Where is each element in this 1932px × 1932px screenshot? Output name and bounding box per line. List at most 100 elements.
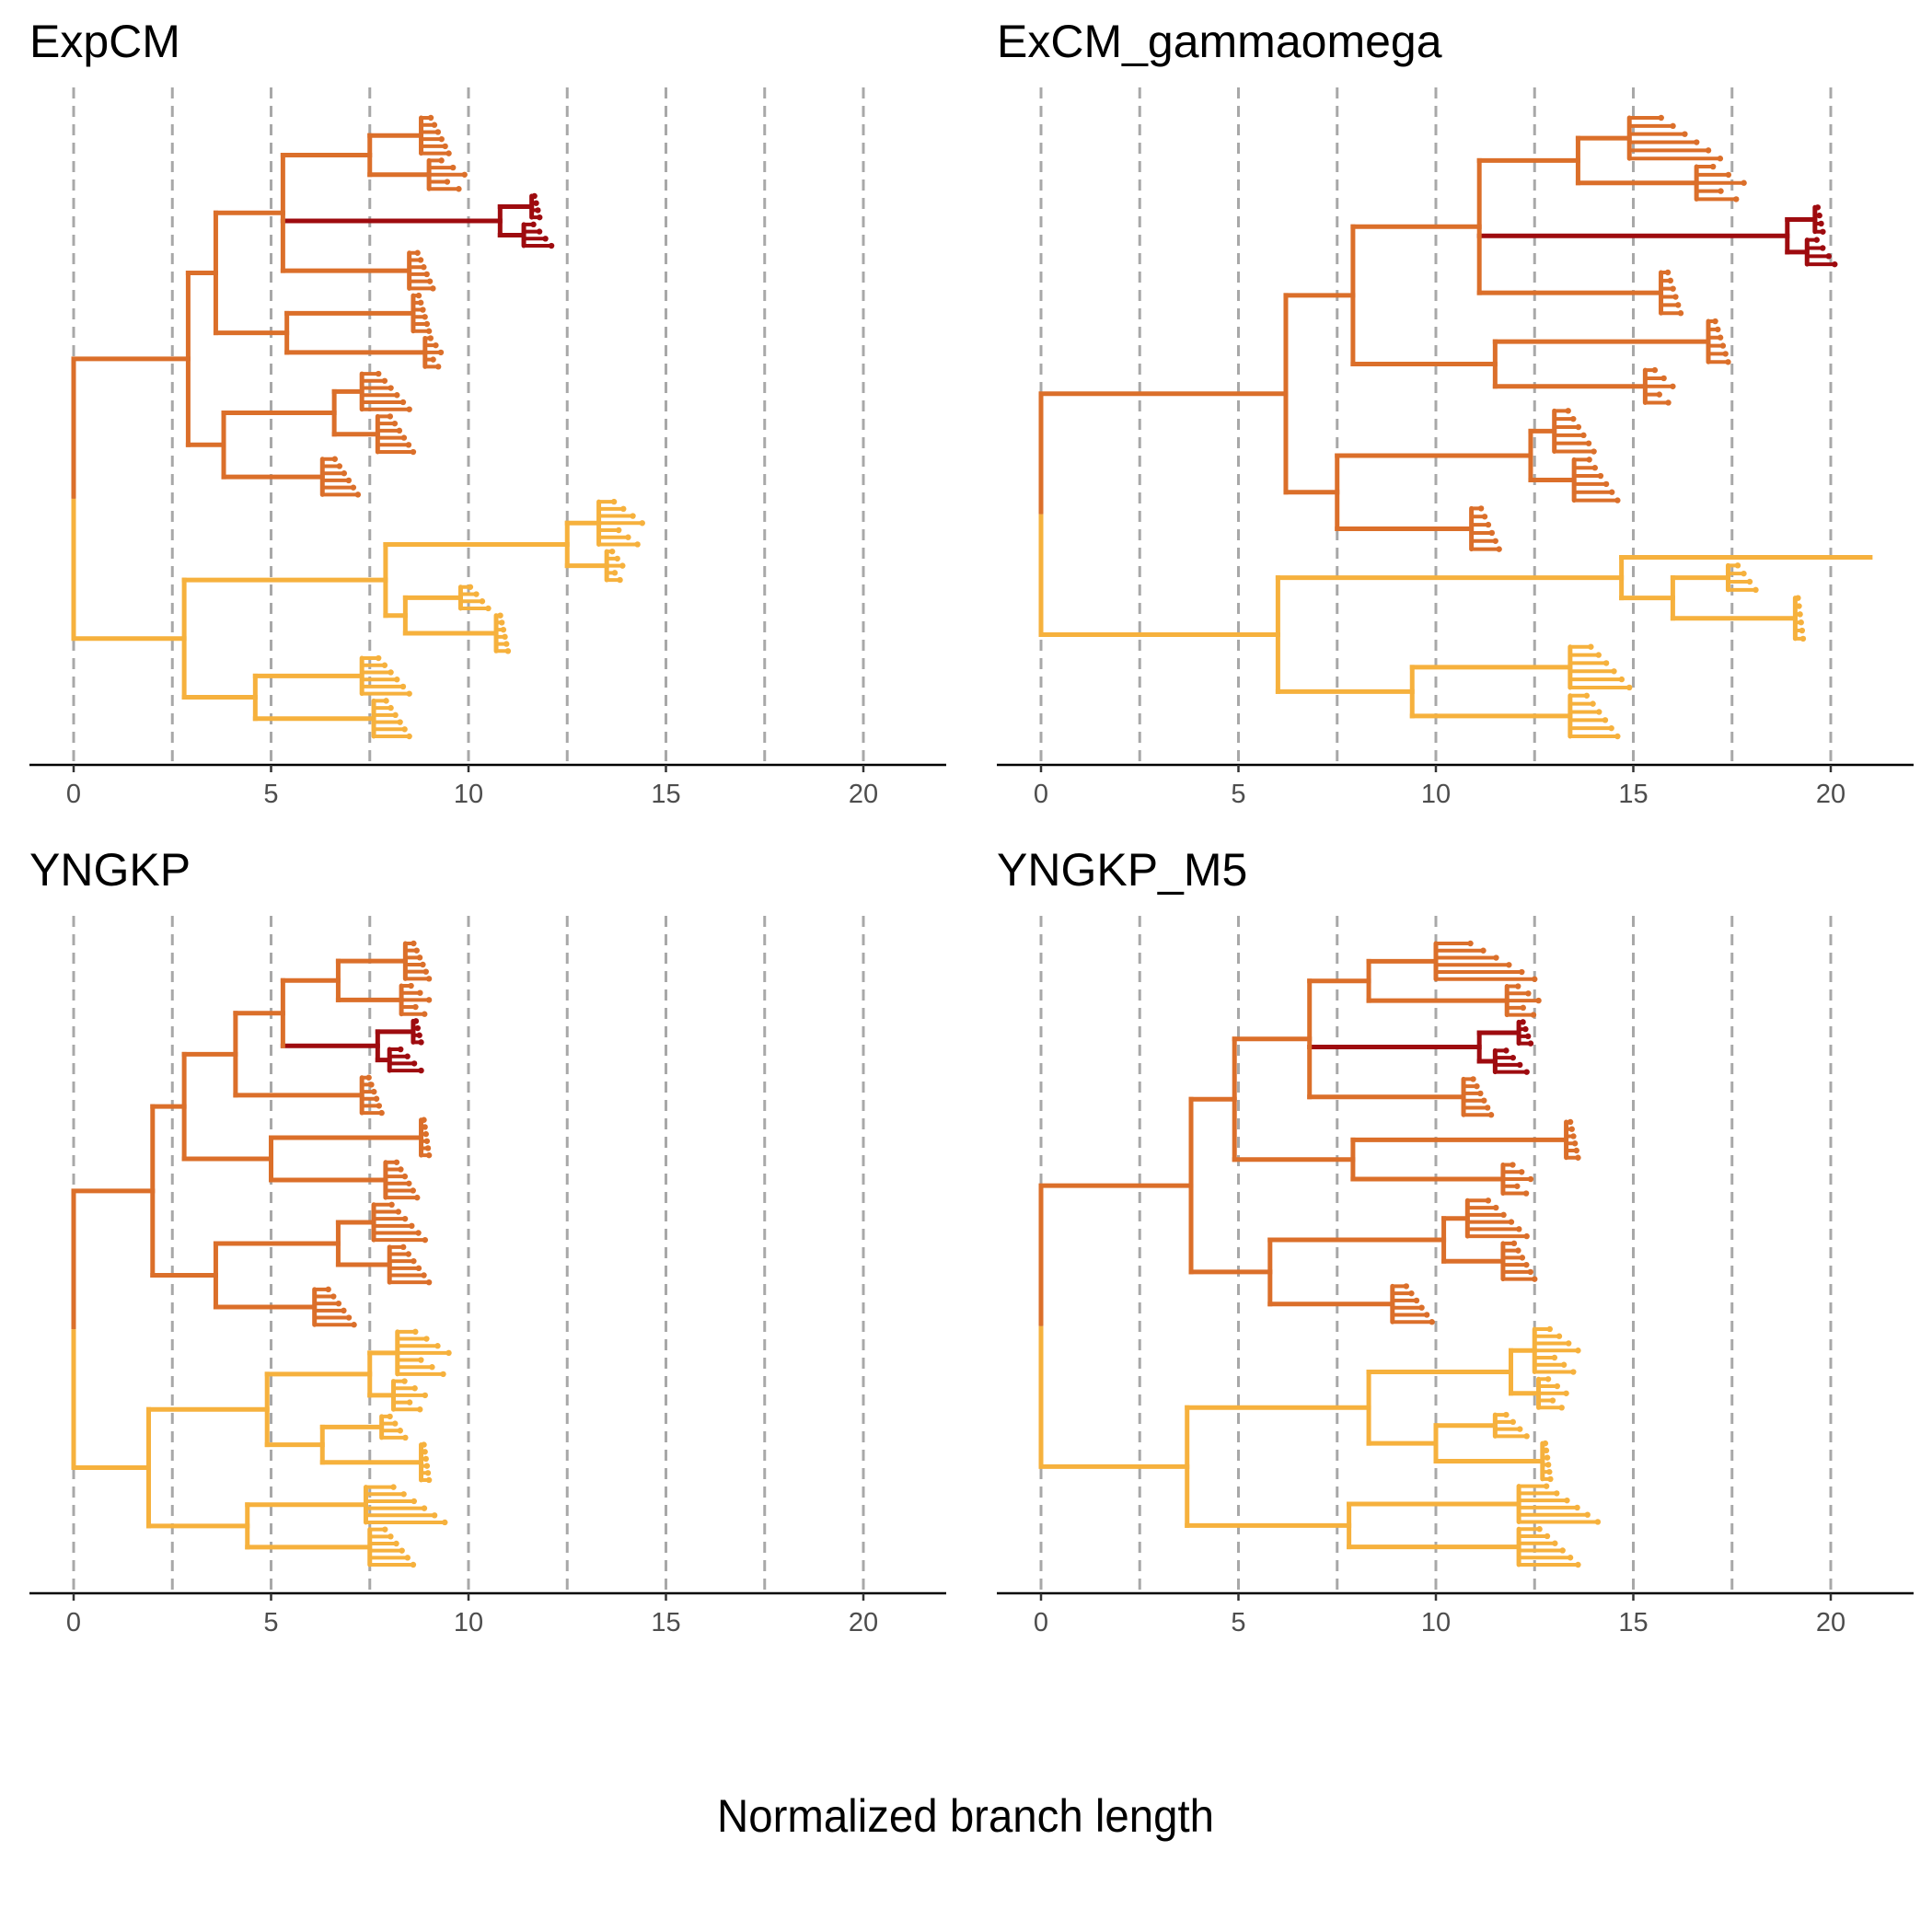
tip-point — [530, 222, 536, 227]
tip-point — [1525, 990, 1531, 996]
tip-point — [1575, 1562, 1580, 1568]
tip-point — [450, 165, 456, 170]
tip-point — [351, 1322, 356, 1327]
tip-point — [422, 1505, 427, 1510]
tip-point — [612, 570, 618, 575]
tip-point — [1614, 734, 1620, 739]
tip-point — [1608, 725, 1614, 731]
tip-point — [422, 1124, 427, 1129]
tip-point — [1747, 579, 1753, 584]
tip-point — [394, 677, 399, 682]
tip-point — [397, 719, 402, 724]
tip-point — [1596, 652, 1602, 657]
tip-point — [394, 392, 399, 398]
tip-point — [1555, 1383, 1560, 1389]
tip-point — [640, 520, 645, 526]
tip-point — [1572, 1140, 1578, 1146]
tip-point — [1531, 1012, 1536, 1017]
tip-point — [1566, 1340, 1571, 1346]
tip-point — [1496, 546, 1501, 551]
tip-point — [400, 1244, 406, 1250]
tip-point — [400, 399, 406, 405]
tip-point — [1408, 1290, 1414, 1296]
tip-point — [351, 484, 356, 490]
tip-point — [396, 1209, 401, 1214]
tip-point — [1509, 1219, 1514, 1224]
tip-point — [397, 428, 402, 434]
tip-point — [1596, 709, 1602, 714]
tip-point — [1592, 465, 1598, 470]
x-tick-label: 5 — [263, 780, 278, 809]
tip-point — [426, 997, 432, 1002]
tip-point — [1515, 983, 1521, 989]
tip-point — [1520, 1019, 1525, 1024]
tip-point — [1799, 628, 1805, 633]
tip-point — [1718, 335, 1723, 341]
tip-point — [1489, 530, 1495, 536]
tip-point — [394, 1160, 399, 1165]
x-tick-label: 20 — [1816, 1608, 1845, 1637]
tip-point — [406, 690, 411, 696]
x-tick-label: 0 — [1034, 780, 1048, 809]
tip-point — [398, 1166, 403, 1172]
tip-point — [428, 335, 434, 341]
tip-point — [1486, 522, 1491, 527]
tip-point — [1710, 164, 1716, 169]
tip-point — [1523, 1262, 1529, 1267]
tip-point — [1818, 221, 1823, 226]
tip-point — [332, 457, 338, 462]
tip-point — [405, 1555, 411, 1560]
tip-point — [388, 1202, 394, 1208]
tip-point — [417, 989, 422, 995]
tip-point — [399, 1547, 404, 1553]
tip-point — [1586, 457, 1591, 462]
tip-point — [406, 1181, 411, 1186]
tip-point — [1506, 962, 1511, 967]
tip-point — [1568, 1119, 1573, 1125]
tip-point — [1626, 685, 1632, 690]
tip-point — [1528, 1176, 1533, 1182]
tip-point — [531, 193, 537, 199]
tip-point — [424, 1463, 430, 1468]
tip-point — [1552, 1355, 1557, 1360]
tip-point — [426, 329, 432, 334]
tip-point — [1659, 115, 1664, 121]
tip-point — [420, 962, 425, 967]
tip-point — [411, 1385, 417, 1391]
tip-point — [429, 1364, 434, 1370]
tip-point — [376, 655, 381, 661]
tip-point — [1547, 1326, 1553, 1332]
tip-point — [1753, 587, 1758, 593]
tip-point — [1726, 172, 1731, 178]
tip-point — [1722, 351, 1728, 356]
tip-point — [422, 1449, 427, 1454]
x-tick-label: 15 — [651, 780, 680, 809]
tip-point — [1574, 1148, 1579, 1153]
x-tick-label: 20 — [1816, 780, 1845, 809]
tip-point — [1672, 294, 1678, 299]
tip-point — [1670, 384, 1675, 389]
tip-point — [408, 983, 413, 989]
tip-point — [330, 1293, 336, 1299]
tip-point — [365, 1075, 371, 1081]
tip-point — [1500, 1212, 1506, 1218]
tip-point — [1706, 147, 1711, 153]
tip-point — [1814, 237, 1820, 242]
panel-title: ExCM_gammaomega — [997, 16, 1442, 67]
tip-point — [503, 641, 509, 646]
tip-point — [413, 1018, 419, 1024]
tip-point — [1510, 1419, 1516, 1425]
tip-point — [1718, 156, 1723, 161]
tip-point — [1670, 123, 1675, 129]
tip-point — [1481, 1097, 1487, 1103]
panel-title: YNGKP_M5 — [997, 844, 1247, 896]
tip-point — [1720, 342, 1726, 348]
tip-point — [434, 1343, 440, 1348]
x-tick-label: 0 — [1034, 1608, 1048, 1637]
x-tick-label: 15 — [1618, 1608, 1648, 1637]
tip-point — [1523, 1233, 1529, 1239]
tip-point — [388, 413, 393, 419]
tip-point — [1796, 603, 1801, 608]
tip-point — [428, 115, 434, 121]
tip-point — [1525, 1034, 1531, 1039]
